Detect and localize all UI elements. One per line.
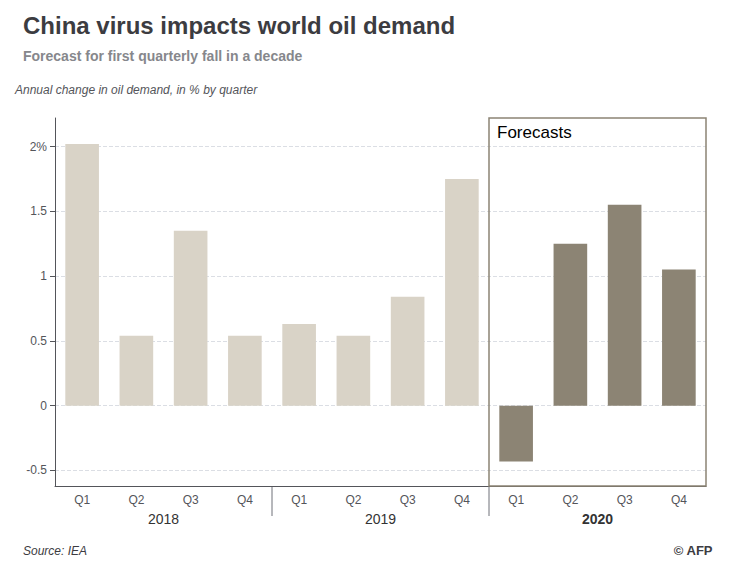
svg-text:Q2: Q2 bbox=[562, 493, 578, 507]
svg-text:Q1: Q1 bbox=[291, 493, 307, 507]
svg-text:2020: 2020 bbox=[582, 511, 613, 527]
svg-text:Annual change in oil demand, i: Annual change in oil demand, in % by qua… bbox=[14, 83, 258, 97]
svg-text:1: 1 bbox=[40, 269, 47, 283]
svg-text:Q4: Q4 bbox=[237, 493, 253, 507]
svg-text:Q4: Q4 bbox=[671, 493, 687, 507]
svg-text:Q3: Q3 bbox=[183, 493, 199, 507]
svg-text:0.5: 0.5 bbox=[30, 334, 47, 348]
svg-text:Q3: Q3 bbox=[617, 493, 633, 507]
svg-text:Source: IEA: Source: IEA bbox=[23, 544, 87, 558]
svg-text:Q1: Q1 bbox=[508, 493, 524, 507]
svg-text:Q4: Q4 bbox=[454, 493, 470, 507]
svg-text:2018: 2018 bbox=[148, 511, 179, 527]
svg-text:China virus impacts world oil: China virus impacts world oil demand bbox=[23, 12, 455, 39]
svg-text:Q3: Q3 bbox=[400, 493, 416, 507]
svg-text:Forecast for first quarterly f: Forecast for first quarterly fall in a d… bbox=[23, 48, 303, 64]
svg-text:2%: 2% bbox=[30, 140, 48, 154]
svg-text:2019: 2019 bbox=[365, 511, 396, 527]
svg-text:1.5: 1.5 bbox=[30, 204, 47, 218]
svg-text:Q1: Q1 bbox=[74, 493, 90, 507]
svg-text:0: 0 bbox=[40, 399, 47, 413]
svg-text:Q2: Q2 bbox=[128, 493, 144, 507]
svg-text:Forecasts: Forecasts bbox=[497, 123, 572, 142]
svg-text:-0.5: -0.5 bbox=[26, 463, 47, 477]
svg-text:Q2: Q2 bbox=[345, 493, 361, 507]
svg-text:© AFP: © AFP bbox=[674, 543, 713, 558]
